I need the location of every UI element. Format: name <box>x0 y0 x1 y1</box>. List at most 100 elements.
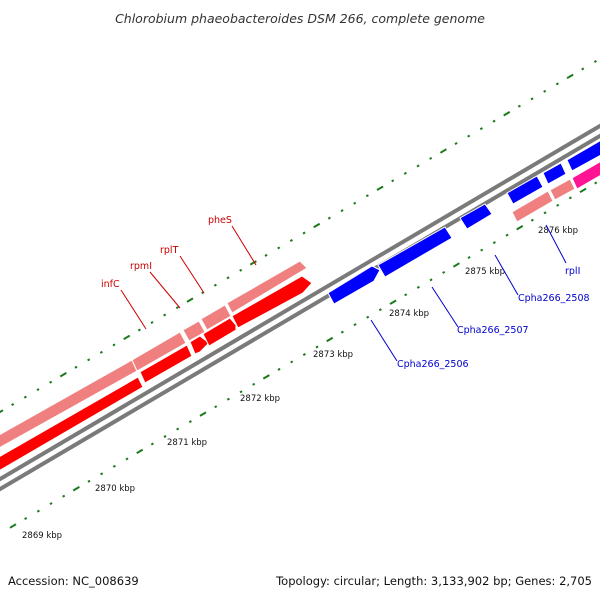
minor-tick <box>100 472 104 476</box>
minor-tick <box>226 397 230 401</box>
pink-gene-segment <box>511 190 554 223</box>
major-tick <box>249 260 257 266</box>
genome-title: Chlorobium phaeobacteroides DSM 266, com… <box>115 11 485 26</box>
blue-gene-arrow <box>377 226 453 278</box>
major-tick <box>136 448 144 455</box>
minor-tick <box>568 196 572 200</box>
minor-tick <box>353 323 357 327</box>
minor-tick <box>315 345 319 349</box>
minor-tick <box>416 164 420 168</box>
minor-tick <box>467 134 471 138</box>
minor-tick <box>492 119 496 123</box>
minor-tick <box>429 278 433 282</box>
topology-summary: Topology: circular; Length: 3,133,902 bp… <box>275 574 592 588</box>
minor-tick <box>480 248 484 252</box>
minor-tick <box>239 390 243 394</box>
minor-tick <box>49 502 53 506</box>
major-tick <box>123 334 131 341</box>
red-gene-arrow <box>0 376 144 471</box>
backbone-line <box>0 123 600 482</box>
minor-tick <box>353 201 357 205</box>
forward-strand-pink <box>0 161 600 448</box>
minor-tick <box>125 457 129 461</box>
red-gene-arrow <box>189 335 210 355</box>
blue-gene-arrow <box>542 162 567 185</box>
major-tick <box>262 374 270 380</box>
pink-gene-segment <box>549 178 576 201</box>
minor-tick <box>543 211 547 215</box>
scale-labels: 2869 kbp 2870 kbp 2871 kbp 2872 kbp 2873… <box>22 226 578 541</box>
major-tick <box>503 111 511 117</box>
minor-tick <box>517 104 521 108</box>
leader-line-cpha2507 <box>431 286 459 328</box>
minor-tick <box>555 82 559 86</box>
major-tick <box>439 148 447 154</box>
genome-backbone <box>0 123 600 492</box>
pink-gene-segment <box>200 304 232 331</box>
major-tick <box>452 262 460 268</box>
kbp-label: 2871 kbp <box>167 438 207 448</box>
minor-tick <box>176 427 180 431</box>
minor-tick <box>87 358 91 362</box>
major-tick <box>566 73 574 80</box>
magenta-gene-segment <box>571 161 600 190</box>
minor-tick <box>24 517 28 521</box>
major-tick <box>313 222 321 229</box>
minor-tick <box>429 156 433 160</box>
minor-tick <box>366 315 370 319</box>
major-tick <box>186 297 194 303</box>
minor-tick <box>543 89 547 93</box>
minor-tick <box>530 218 534 222</box>
major-tick <box>72 486 80 492</box>
minor-tick <box>163 435 167 438</box>
minor-tick <box>264 253 268 257</box>
minor-tick <box>530 97 534 101</box>
minor-tick <box>23 395 27 399</box>
gene-label-pheS: pheS <box>208 215 232 226</box>
label-leaders <box>120 224 567 362</box>
inner-tick-track <box>9 181 598 529</box>
minor-tick <box>365 194 369 198</box>
gene-label-infC: infC <box>101 279 120 290</box>
major-tick <box>579 187 587 194</box>
red-gene-arrow <box>202 317 237 347</box>
minor-tick <box>302 353 306 356</box>
blue-gene-arrow <box>327 265 381 305</box>
minor-tick <box>239 268 243 272</box>
minor-tick <box>492 241 496 245</box>
minor-tick <box>11 403 15 407</box>
accession-text: Accession: NC_008639 <box>8 574 139 588</box>
minor-tick <box>340 330 344 334</box>
leader-line-rplI <box>545 224 567 264</box>
kbp-label: 2872 kbp <box>240 394 280 404</box>
minor-tick <box>36 509 40 513</box>
major-tick <box>199 411 207 417</box>
minor-tick <box>416 285 420 289</box>
major-tick <box>376 185 384 191</box>
kbp-label: 2874 kbp <box>389 309 429 319</box>
outer-tick-track <box>0 60 597 414</box>
major-tick <box>516 225 524 231</box>
leader-line-cpha2508 <box>494 254 519 296</box>
pink-gene-segment <box>182 320 206 342</box>
leader-line-rpmI <box>149 271 181 309</box>
minor-tick <box>150 442 154 446</box>
major-tick <box>9 523 17 529</box>
minor-tick <box>404 293 408 297</box>
minor-tick <box>74 365 78 369</box>
minor-tick <box>340 209 344 213</box>
major-tick <box>326 336 334 343</box>
red-gene-arrow <box>231 275 313 329</box>
backbone-line <box>0 133 600 492</box>
kbp-label: 2869 kbp <box>22 531 62 541</box>
minor-tick <box>556 203 560 207</box>
minor-tick <box>327 216 331 220</box>
minor-tick <box>36 388 40 392</box>
backbone-gap <box>0 129 600 486</box>
blue-gene-arrow <box>566 140 600 172</box>
leader-line-infC <box>120 289 147 330</box>
minor-tick <box>403 171 407 175</box>
major-tick <box>389 299 397 305</box>
blue-gene-arrow <box>459 203 493 230</box>
